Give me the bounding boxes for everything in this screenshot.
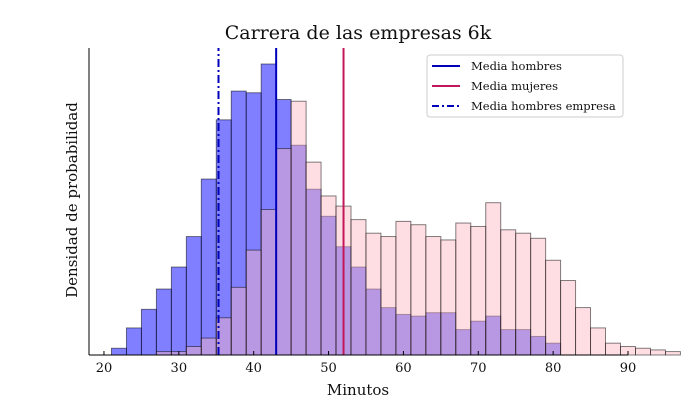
histogram-bar-series-1 <box>575 307 592 356</box>
axes: 20 30 40 50 60 70 80 90 <box>88 48 637 376</box>
histogram-bar-series-1 <box>350 219 367 356</box>
histogram-bar-series-1 <box>440 239 457 356</box>
histogram-bar-series-1 <box>590 327 606 356</box>
mean-lines-layer <box>217 48 345 355</box>
x-tick-label: 40 <box>245 361 262 376</box>
histogram-bar-series-1 <box>470 225 487 356</box>
histogram-bar-series-1 <box>245 249 262 356</box>
histogram-bar-series-1 <box>320 195 337 356</box>
legend-label-1: Media mujeres <box>471 79 558 93</box>
x-tick-label: 80 <box>545 361 562 376</box>
histogram-bar-series-0 <box>200 178 217 356</box>
y-axis-label: Densidad de probabilidad <box>63 102 81 298</box>
histogram-bar-series-1 <box>455 222 472 356</box>
histogram-bar-series-1 <box>185 346 202 356</box>
histogram-bar-series-1 <box>410 224 427 356</box>
x-tick-label: 20 <box>96 361 113 376</box>
histogram-bar-series-1 <box>530 237 547 356</box>
histogram-bar-series-1 <box>545 259 562 356</box>
histogram-bar-series-1 <box>664 351 681 356</box>
histogram-bar-series-0 <box>185 236 202 356</box>
x-tick-label: 50 <box>320 361 337 376</box>
x-axis-label: Minutos <box>327 381 389 399</box>
histogram-bar-series-1 <box>500 229 517 356</box>
histogram-bar-series-1 <box>365 232 382 356</box>
x-tick-label: 70 <box>470 361 487 376</box>
legend-box <box>426 54 624 118</box>
chart-title: Carrera de las empresas 6k <box>225 22 492 44</box>
histogram-bar-series-1 <box>305 161 322 356</box>
histogram-bar-series-1 <box>635 347 651 356</box>
x-tick-label: 30 <box>171 361 188 376</box>
legend-label-0: Media hombres <box>471 59 562 73</box>
histogram-bar-series-1 <box>485 202 502 356</box>
histogram-bar-series-1 <box>200 337 217 356</box>
histogram-bar-series-1 <box>260 209 277 356</box>
histogram-bar-series-0 <box>170 266 187 356</box>
histogram-bar-series-1 <box>395 220 412 356</box>
histogram-bar-series-1 <box>230 286 247 356</box>
x-tick-label: 60 <box>395 361 412 376</box>
histogram-bar-series-1 <box>515 232 532 356</box>
histogram-bar-series-1 <box>650 349 666 356</box>
histogram-bar-series-1 <box>605 342 621 356</box>
legend: Media hombres Media mujeres Media hombres … <box>426 54 624 118</box>
histogram-bar-series-0 <box>111 347 127 356</box>
histogram-bar-series-1 <box>275 148 292 356</box>
histogram-bar-series-0 <box>155 288 172 356</box>
histogram-bar-series-1 <box>380 236 397 356</box>
histogram-bar-series-1 <box>560 280 577 356</box>
histogram-bar-series-1 <box>425 236 442 356</box>
histogram-bar-series-0 <box>125 327 142 356</box>
legend-label-2: Media hombres empresa <box>471 99 616 113</box>
histogram-bar-series-1 <box>155 351 172 356</box>
x-tick-label: 90 <box>620 361 637 376</box>
histogram-bar-series-0 <box>140 308 157 356</box>
histogram-bar-series-1 <box>290 100 307 356</box>
